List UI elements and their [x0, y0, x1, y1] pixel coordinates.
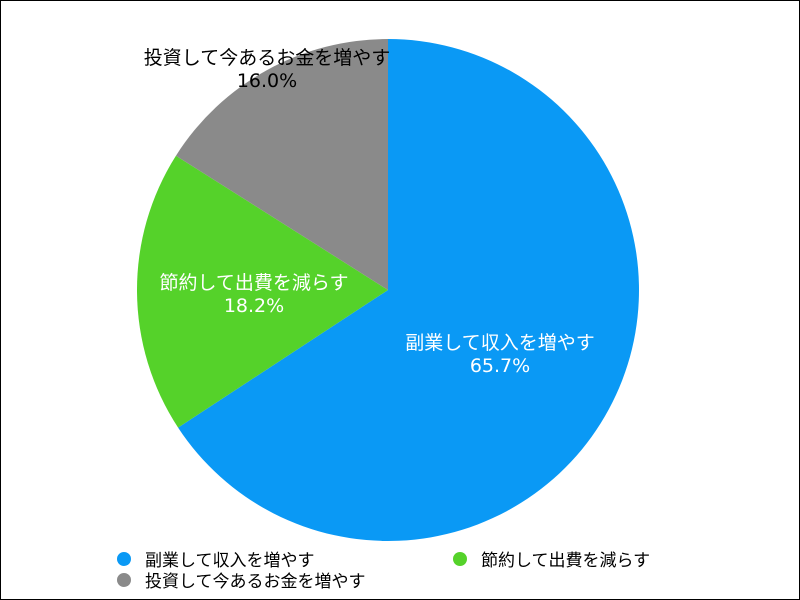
pie-slice-saving: [137, 155, 388, 428]
pie-slices: [137, 39, 640, 541]
slice-label-investing: 投資して今あるお金を増やす: [144, 47, 390, 69]
slice-value-side-income: 65.7%: [470, 355, 530, 377]
slice-label-saving: 節約して出費を減らす: [159, 272, 348, 294]
slice-value-saving: 18.2%: [224, 295, 284, 317]
pie-slice-side-income: [178, 39, 640, 541]
slice-label-side-income: 副業して収入を増やす: [405, 332, 594, 354]
pie-slice-investing: [175, 39, 388, 290]
slice-value-investing: 16.0%: [237, 70, 297, 92]
